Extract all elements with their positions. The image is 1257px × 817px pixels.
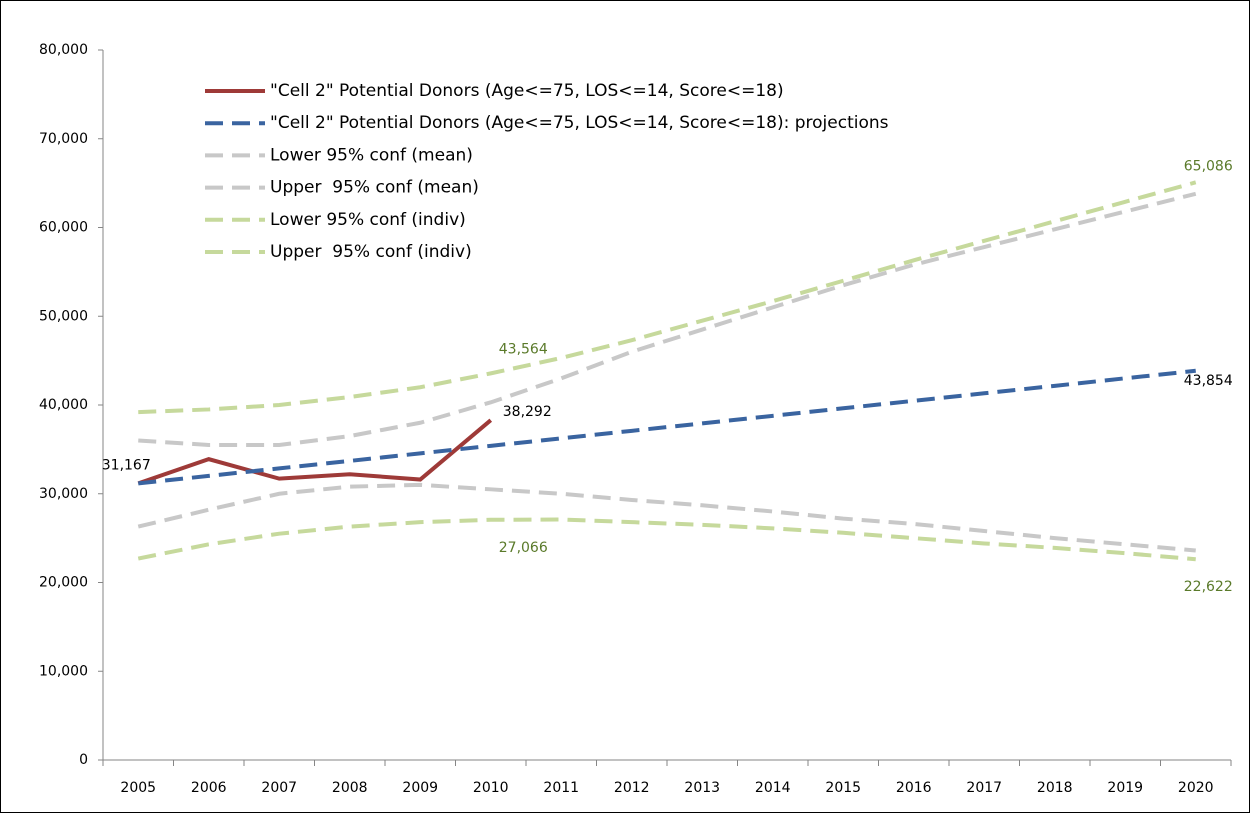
data-label: 22,622 [1184, 579, 1233, 595]
legend-label: Upper 95% conf (indiv) [270, 242, 472, 262]
x-tick-label: 2019 [1107, 780, 1143, 796]
legend-label: "Cell 2" Potential Donors (Age<=75, LOS<… [270, 113, 889, 133]
y-tick-label: 40,000 [39, 397, 88, 413]
series-line [138, 191, 1197, 447]
x-tick-label: 2016 [896, 780, 932, 796]
series-line [137, 418, 493, 486]
data-label: 65,086 [1184, 158, 1233, 174]
legend: "Cell 2" Potential Donors (Age<=75, LOS<… [205, 81, 889, 262]
y-tick-label: 60,000 [39, 220, 88, 236]
data-label: 38,292 [503, 404, 552, 420]
data-label: 31,167 [102, 457, 151, 473]
y-tick-label: 70,000 [39, 131, 88, 147]
legend-label: Lower 95% conf (indiv) [270, 210, 466, 230]
x-tick-label: 2010 [473, 780, 509, 796]
x-tick-label: 2008 [332, 780, 368, 796]
x-tick-label: 2018 [1037, 780, 1073, 796]
data-label: 43,564 [499, 341, 548, 357]
series-line [137, 517, 1196, 562]
series-line [138, 180, 1197, 415]
x-tick-label: 2013 [684, 780, 720, 796]
x-tick-label: 2017 [966, 780, 1002, 796]
x-tick-label: 2005 [120, 780, 156, 796]
x-tick-label: 2009 [402, 780, 438, 796]
x-tick-label: 2011 [543, 780, 579, 796]
data-label: 43,854 [1184, 373, 1233, 389]
x-tick-label: 2015 [825, 780, 861, 796]
y-tick-label: 10,000 [39, 663, 88, 679]
x-tick-label: 2006 [191, 780, 227, 796]
y-tick-label: 20,000 [39, 575, 88, 591]
y-tick-label: 80,000 [39, 42, 88, 58]
y-tick-label: 0 [79, 752, 88, 768]
legend-label: Upper 95% conf (mean) [270, 178, 479, 198]
y-tick-label: 30,000 [39, 486, 88, 502]
data-label: 27,066 [499, 540, 548, 556]
legend-label: "Cell 2" Potential Donors (Age<=75, LOS<… [270, 81, 784, 101]
legend-label: Lower 95% conf (mean) [270, 145, 473, 165]
x-tick-label: 2014 [755, 780, 791, 796]
series-line [138, 368, 1196, 486]
x-tick-label: 2020 [1178, 780, 1214, 796]
y-tick-label: 50,000 [39, 308, 88, 324]
x-tick-label: 2012 [614, 780, 650, 796]
x-tick-label: 2007 [261, 780, 297, 796]
